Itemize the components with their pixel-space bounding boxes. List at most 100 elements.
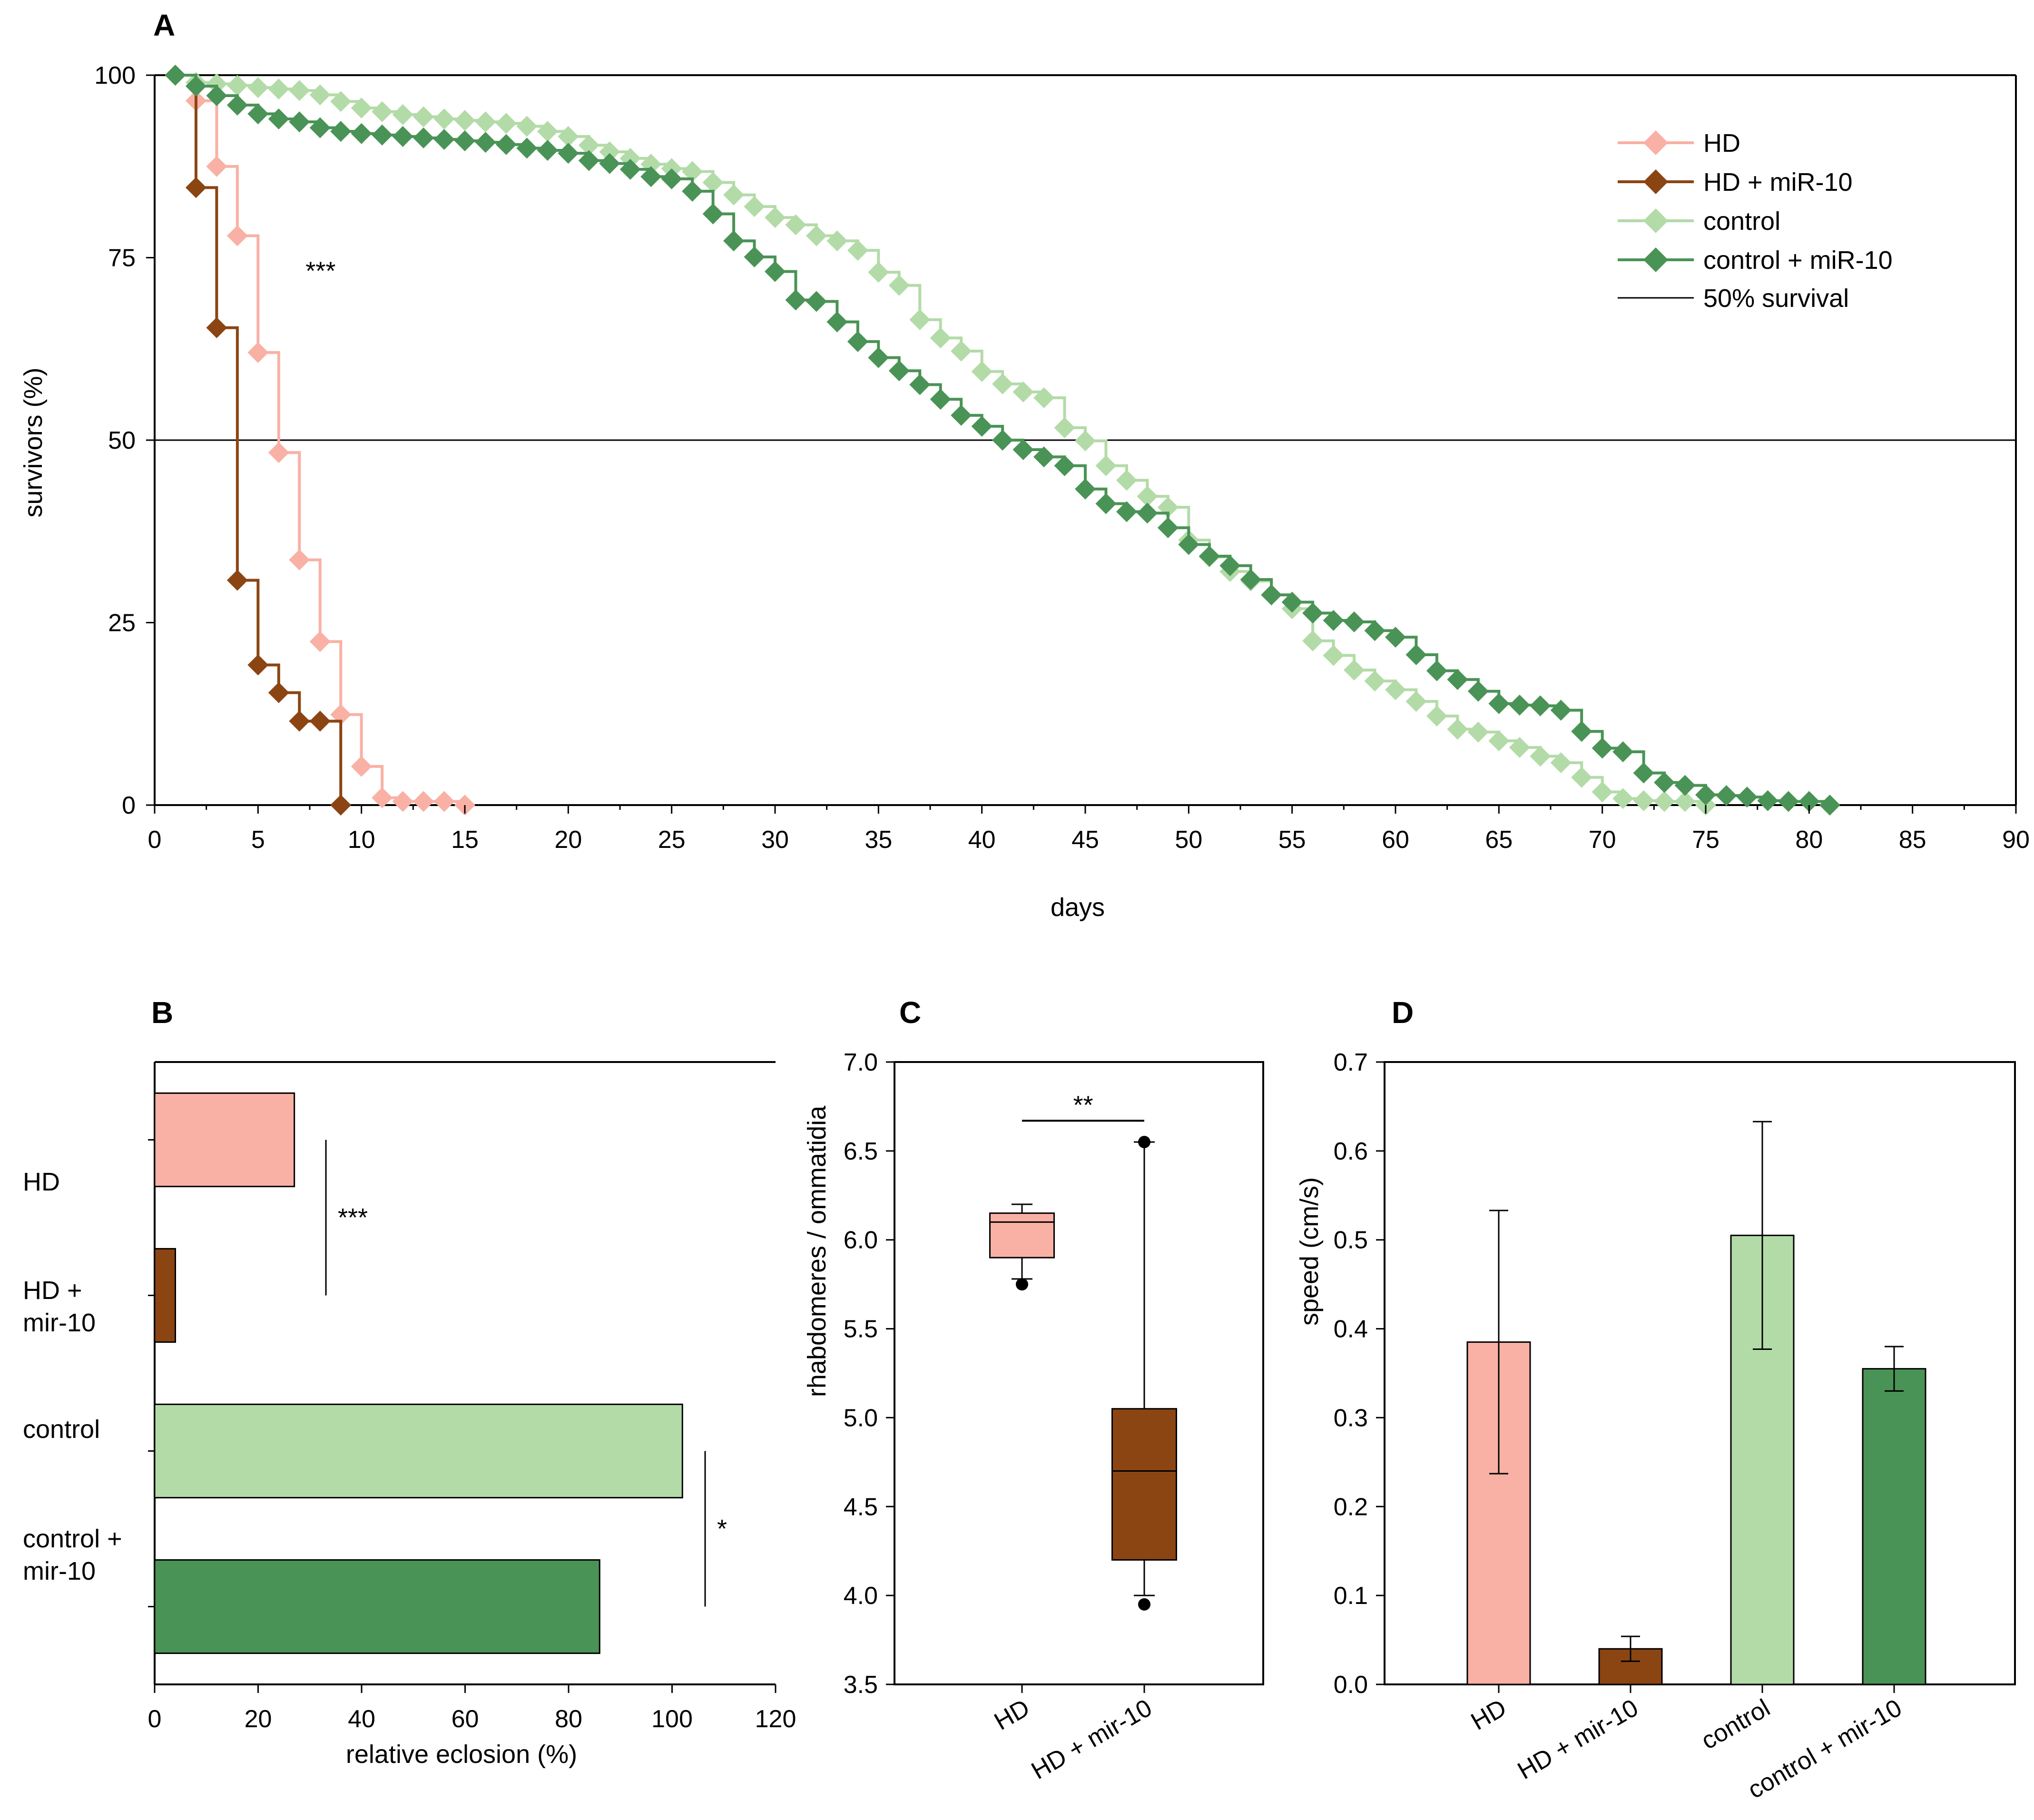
data-point-control [1509,737,1530,758]
panel-c-frame [894,1061,1264,1685]
bar-control-mir-10 [1862,1368,1926,1685]
y-tick-label: 0.2 [1334,1493,1368,1521]
x-tick-label: 30 [761,826,789,854]
data-point-control [1116,470,1137,491]
legend-label-hd: HD [1703,129,1740,157]
data-point-control-mir-10 [1819,795,1840,816]
data-point-control [578,135,599,156]
data-point-control-mir-10 [1344,611,1365,632]
data-point-control-mir-10 [1302,602,1324,624]
data-point-hd-mir-10 [226,570,248,591]
x-tick-label: 35 [865,826,892,854]
x-tick-label: 25 [658,826,686,854]
data-point-control-mir-10 [806,291,827,312]
panel-c-plot-area: ** [894,1061,1264,1685]
data-point-control-mir-10 [226,94,248,116]
data-point-control [1447,718,1468,740]
x-tick-label: 50 [1175,826,1202,854]
data-point-control [1592,781,1613,803]
data-point-control [516,116,538,137]
data-point-control-mir-10 [619,158,641,180]
data-point-control [413,106,434,128]
data-point-control-mir-10 [578,150,599,171]
panel-b-category-hd: HD [23,1168,60,1196]
data-point-control-mir-10 [1798,791,1820,812]
data-point-hd-mir-10 [247,654,269,676]
data-point-control-mir-10 [847,331,868,352]
data-point-control-mir-10 [723,230,745,252]
data-point-control [682,161,703,182]
panel-d-y-axis-label: speed (cm/s) [1295,1177,1324,1326]
panel-label-c: C [899,995,921,1030]
data-point-control [1033,387,1055,409]
data-point-control [1654,791,1675,812]
panel-b-category-control-mir10: control + mir-10 [23,1525,129,1585]
y-tick-label: 3.5 [844,1671,878,1699]
panel-label-b: B [151,995,173,1030]
y-tick-label: 25 [108,610,136,637]
x-tick-label: 85 [1899,826,1926,854]
y-tick-label: 0.3 [1334,1404,1368,1432]
panel-b-eclosion-chart: B **** HD HD + mir-10 control control + … [23,995,796,1769]
data-point-control [1530,746,1551,767]
data-point-hd [206,156,227,177]
data-point-control [1323,645,1344,666]
data-point-control-mir-10 [1633,762,1654,784]
x-tick-label: 80 [1795,826,1823,854]
data-point-control [475,111,496,133]
data-point-control-mir-10 [351,123,372,144]
data-point-control [1385,679,1406,700]
legend-label-control: control [1703,207,1780,236]
data-point-control-mir-10 [640,166,662,187]
data-point-control [951,340,972,362]
legend-label-hd-mir10: HD + miR-10 [1703,168,1853,197]
data-point-hd-mir-10 [330,795,352,816]
y-tick-label: 0 [122,792,136,819]
panel-label-d: D [1392,995,1414,1030]
data-point-control [226,75,248,96]
x-tick-label: 15 [451,826,479,854]
data-point-control [744,196,765,217]
x-tick-label: 20 [554,826,582,854]
x-tick-label: 60 [452,1705,479,1733]
panel-b-x-axis-label: relative eclosion (%) [346,1740,577,1769]
data-point-control-mir-10 [1281,591,1303,613]
data-point-hd-mir-10 [309,710,331,732]
x-tick-label: 70 [1589,826,1616,854]
data-point-control-mir-10 [1695,784,1716,806]
data-point-control [1054,417,1075,438]
data-point-control-mir-10 [1488,693,1510,714]
data-point-hd [351,756,372,777]
panel-a-plot-area [154,65,2017,816]
y-tick-label: 0.5 [1334,1227,1368,1254]
data-point-control [1488,730,1510,752]
data-point-control-mir-10 [413,127,434,148]
legend-entry-control: control [1618,207,1780,236]
data-point-control-mir-10 [1199,545,1220,567]
data-point-control [1467,721,1489,743]
data-point-hd [247,342,269,363]
data-point-control-mir-10 [702,203,724,225]
data-point-control [785,214,806,236]
bar-hd-mir-10 [154,1248,176,1343]
data-point-control [765,207,786,228]
data-point-control-mir-10 [392,126,413,147]
significance-label: ** [1073,1091,1093,1119]
y-tick-label: 100 [94,62,136,89]
data-point-hd-mir-10 [289,710,310,732]
x-tick-label: 5 [251,826,265,854]
data-point-control-mir-10 [1530,695,1551,717]
data-point-control-mir-10 [1592,738,1613,759]
panel-b-category-hd-mir10: HD + mir-10 [23,1276,96,1337]
y-tick-label: 0.0 [1334,1671,1368,1699]
x-tick-label: 65 [1485,826,1513,854]
panel-d-y-ticks: 0.0 0.1 0.2 0.3 0.4 0.5 0.6 0.7 [1334,1049,1385,1699]
data-point-control-mir-10 [372,124,393,146]
data-point-hd-mir-10 [206,317,227,338]
panel-b-category-labels: HD HD + mir-10 control control + mir-10 [23,1168,129,1585]
y-tick-label: 6.5 [844,1138,878,1165]
data-point-control-mir-10 [1137,502,1158,524]
data-point-control-mir-10 [1447,669,1468,690]
data-point-control [723,184,745,206]
legend-marker-hd-mir10 [1643,169,1668,194]
